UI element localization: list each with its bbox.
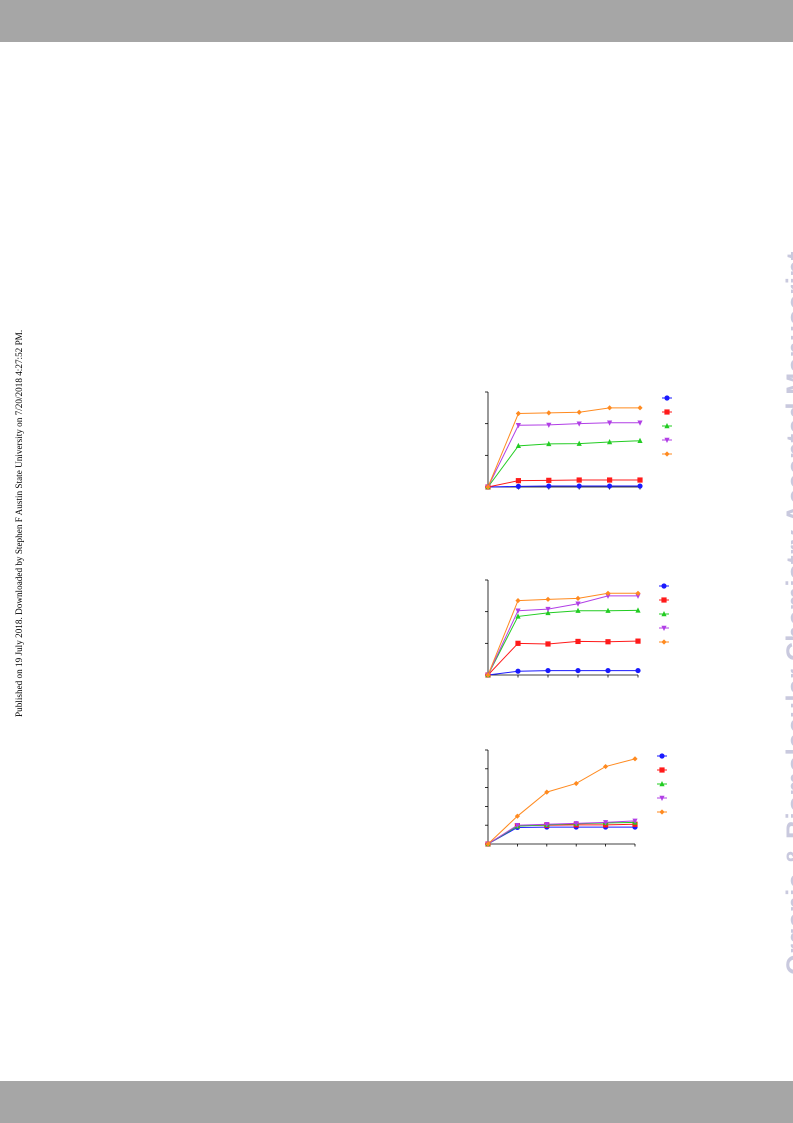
- series-3-line: [487, 609, 639, 676]
- series-3-point: [546, 440, 552, 447]
- accepted-manuscript-watermark: Organic & Biomolecular Chemistry Accepte…: [781, 251, 793, 975]
- series-5-line: [487, 407, 640, 488]
- series-4-point: [635, 593, 641, 599]
- series-2-point: [605, 639, 611, 645]
- publication-note: Published on 19 July 2018. Downloaded by…: [14, 329, 24, 717]
- series-5-line: [487, 592, 638, 676]
- legend-series-4-marker: [664, 437, 670, 443]
- series-1-point: [637, 483, 643, 489]
- series-1-point: [515, 668, 521, 674]
- series-5-point: [637, 405, 643, 411]
- series-3-point: [515, 442, 521, 449]
- series-4-point: [544, 822, 550, 828]
- series-1-point: [546, 483, 552, 489]
- legend-series-1-marker: [659, 753, 665, 759]
- series-5-point: [485, 484, 491, 490]
- series-4-point: [576, 421, 582, 427]
- legend-series-1-marker: [664, 395, 670, 401]
- series-3-point: [515, 613, 521, 619]
- series-5-point: [603, 763, 609, 770]
- series-1-line: [487, 485, 640, 488]
- chart-3: [485, 749, 667, 847]
- series-1-point: [635, 667, 641, 674]
- footer-band: [0, 1081, 793, 1123]
- series-2-point: [607, 477, 613, 483]
- series-2-point: [637, 477, 643, 483]
- series-1-line: [487, 826, 635, 845]
- series-1-point: [605, 667, 611, 674]
- series-5-point: [632, 756, 638, 762]
- series-5-point: [485, 841, 491, 847]
- series-4-point: [632, 818, 638, 824]
- series-1-point: [515, 483, 521, 489]
- legend-series-1-marker: [661, 583, 667, 589]
- series-4-point: [546, 422, 552, 428]
- series-3-point: [576, 440, 582, 446]
- series-4-line: [487, 595, 638, 676]
- series-4-point: [607, 420, 613, 426]
- legend-series-5-marker: [659, 809, 665, 815]
- series-2-point: [515, 640, 521, 646]
- series-5-point: [607, 405, 613, 411]
- series-5-point: [545, 596, 551, 602]
- series-5-line: [487, 758, 636, 845]
- series-3-point: [575, 607, 581, 613]
- legend-series-5-marker: [661, 639, 667, 645]
- series-3-point: [635, 607, 641, 613]
- series-4-point: [575, 601, 581, 607]
- series-1-line: [487, 670, 638, 676]
- legend-series-3-marker: [661, 611, 667, 617]
- series-1-point: [545, 667, 551, 674]
- series-2-point: [635, 638, 641, 644]
- chart-2: [485, 579, 669, 678]
- legend-series-2-marker: [664, 409, 670, 415]
- series-5-point: [635, 590, 641, 596]
- legend-series-2-marker: [659, 767, 665, 773]
- series-5-point: [515, 410, 521, 417]
- series-2-point: [575, 638, 581, 645]
- series-3-point: [545, 609, 551, 616]
- series-5-point: [515, 597, 521, 604]
- series-2-point: [576, 477, 582, 483]
- chart-1: [485, 391, 672, 490]
- series-3-point: [637, 437, 643, 443]
- series-2-point: [515, 478, 521, 484]
- series-1-point: [607, 483, 613, 489]
- series-2-point: [545, 641, 551, 647]
- series-5-point: [575, 595, 581, 601]
- legend-series-3-marker: [664, 423, 670, 429]
- header-band: [0, 0, 793, 42]
- series-2-line: [487, 479, 640, 488]
- series-1-point: [575, 667, 581, 674]
- series-5-point: [573, 780, 579, 787]
- series-4-point: [637, 420, 643, 426]
- series-5-point: [544, 789, 550, 795]
- legend-series-4-marker: [659, 795, 665, 801]
- legend-series-2-marker: [661, 597, 667, 603]
- series-4-point: [573, 821, 579, 827]
- series-2-point: [546, 477, 552, 483]
- legend-series-3-marker: [659, 781, 665, 787]
- series-3-line: [487, 440, 641, 488]
- series-4-point: [515, 608, 521, 614]
- series-5-point: [546, 410, 552, 416]
- series-4-point: [603, 820, 609, 826]
- series-5-point: [605, 590, 611, 596]
- series-4-point: [545, 606, 551, 613]
- series-4-point: [515, 423, 521, 429]
- series-3-point: [607, 439, 613, 445]
- series-4-line: [487, 820, 636, 845]
- series-2-line: [487, 640, 639, 676]
- series-4-point: [514, 823, 520, 829]
- series-5-point: [485, 672, 491, 678]
- legend-series-5-marker: [664, 451, 670, 457]
- series-4-line: [487, 422, 640, 488]
- series-1-point: [576, 483, 582, 489]
- series-3-point: [605, 607, 611, 613]
- series-4-point: [605, 593, 611, 599]
- legend-series-4-marker: [661, 625, 667, 631]
- series-5-point: [576, 409, 582, 415]
- series-3-line: [487, 821, 636, 845]
